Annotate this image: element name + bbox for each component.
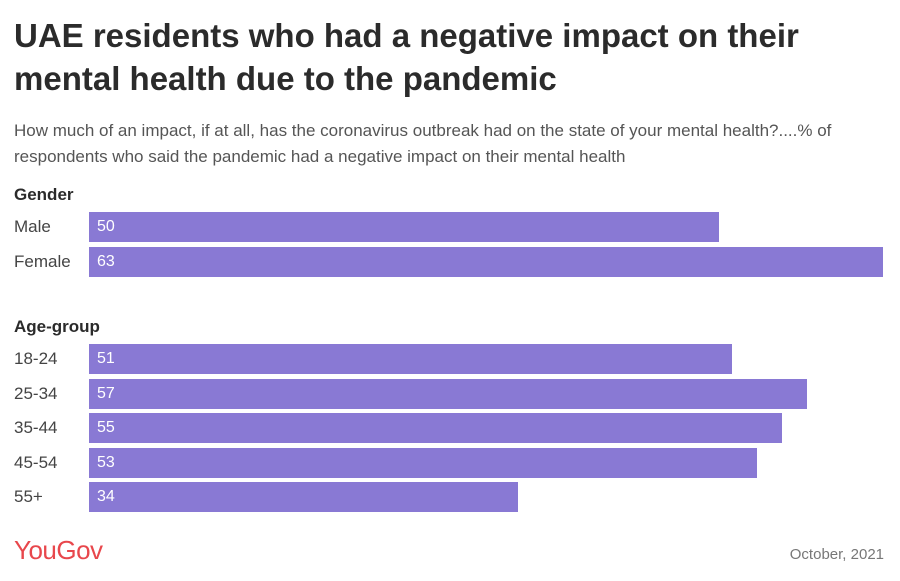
bar-45-54: 53 [89,448,757,478]
category-label-18-24: 18-24 [14,349,58,368]
bar-35-44: 55 [89,413,782,443]
bar-female: 63 [89,247,883,277]
group-label-age-group: Age-group [14,317,100,336]
bar-value-label: 55 [97,419,115,436]
category-label-45-54: 45-54 [14,453,58,472]
bar-value-label: 51 [97,350,115,367]
bar-value-label: 34 [97,488,115,505]
group-label-gender: Gender [14,185,74,204]
bar-55: 34 [89,482,518,512]
yougov-logo: YouGov [14,535,103,565]
category-label-35-44: 35-44 [14,418,58,437]
bar-value-label: 57 [97,385,115,402]
bar-value-label: 63 [97,253,115,270]
bar-value-label: 50 [97,218,115,235]
category-label-25-34: 25-34 [14,384,58,403]
category-label-male: Male [14,217,51,236]
category-label-55: 55+ [14,487,43,506]
chart-subtitle: How much of an impact, if at all, has th… [14,121,832,166]
chart-title: UAE residents who had a negative impact … [14,17,799,97]
bar-18-24: 51 [89,344,732,374]
date-label: October, 2021 [789,546,884,563]
category-label-female: Female [14,252,71,271]
bar-25-34: 57 [89,379,807,409]
bar-value-label: 53 [97,454,115,471]
bar-male: 50 [89,212,719,242]
